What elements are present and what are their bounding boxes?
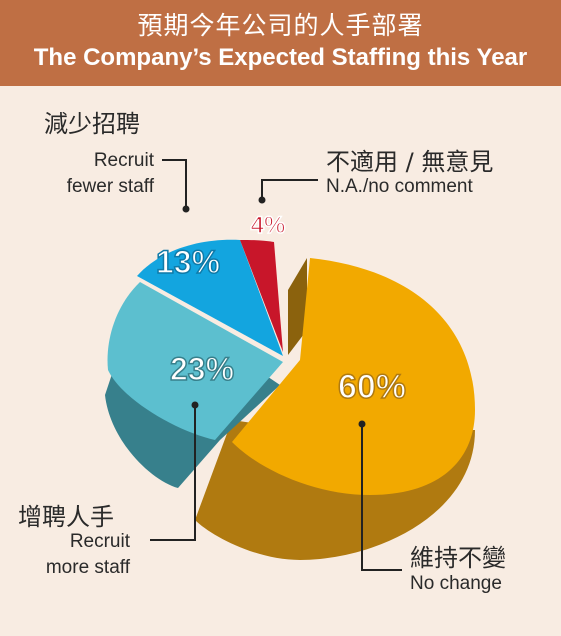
title-banner: 預期今年公司的人手部署 The Company’s Expected Staff…	[0, 0, 561, 86]
label-no-comment-en: N.A./no comment	[326, 176, 473, 197]
label-no-comment-zh: 不適用 / 無意見	[326, 148, 494, 176]
label-no-change-zh: 維持不變	[410, 544, 506, 572]
chart-title-english: The Company’s Expected Staffing this Yea…	[33, 44, 528, 71]
label-fewer-staff-zh: 減少招聘	[44, 110, 140, 138]
slice-fewer-staff	[137, 239, 283, 356]
slice-no-change-inner-side	[288, 258, 307, 355]
leader-dot-more-staff	[191, 401, 199, 409]
label-no-change-en: No change	[410, 573, 502, 594]
leader-dot-no-change	[358, 420, 366, 428]
leader-line-no-comment	[261, 179, 318, 200]
label-more-staff-en-line2: more staff	[45, 557, 130, 578]
label-more-staff-en-line1: Recruit	[69, 531, 130, 552]
pct-label-no-change: 60%	[338, 368, 406, 406]
slice-no-change	[232, 258, 475, 495]
pct-label-more-staff: 23%	[170, 351, 234, 387]
slice-no-comment	[240, 240, 283, 352]
label-fewer-staff-en-line1: Recruit	[93, 150, 154, 171]
label-more-staff-en: Recruit more staff	[14, 529, 130, 581]
label-fewer-staff-en: Recruit fewer staff	[40, 148, 154, 200]
label-fewer-staff-en-line2: fewer staff	[66, 176, 154, 197]
leader-line-more-staff	[150, 405, 196, 541]
leader-line-no-change	[361, 424, 402, 571]
leader-dot-no-comment	[258, 196, 266, 204]
label-more-staff-zh: 增聘人手	[18, 503, 114, 531]
pct-label-no-comment: 4%	[251, 212, 286, 239]
leader-line-fewer-staff	[162, 159, 187, 209]
slice-more-staff	[107, 282, 283, 440]
chart-title-chinese: 預期今年公司的人手部署	[137, 11, 424, 40]
pct-label-fewer-staff: 13%	[156, 244, 220, 280]
leader-dot-fewer-staff	[182, 205, 190, 213]
